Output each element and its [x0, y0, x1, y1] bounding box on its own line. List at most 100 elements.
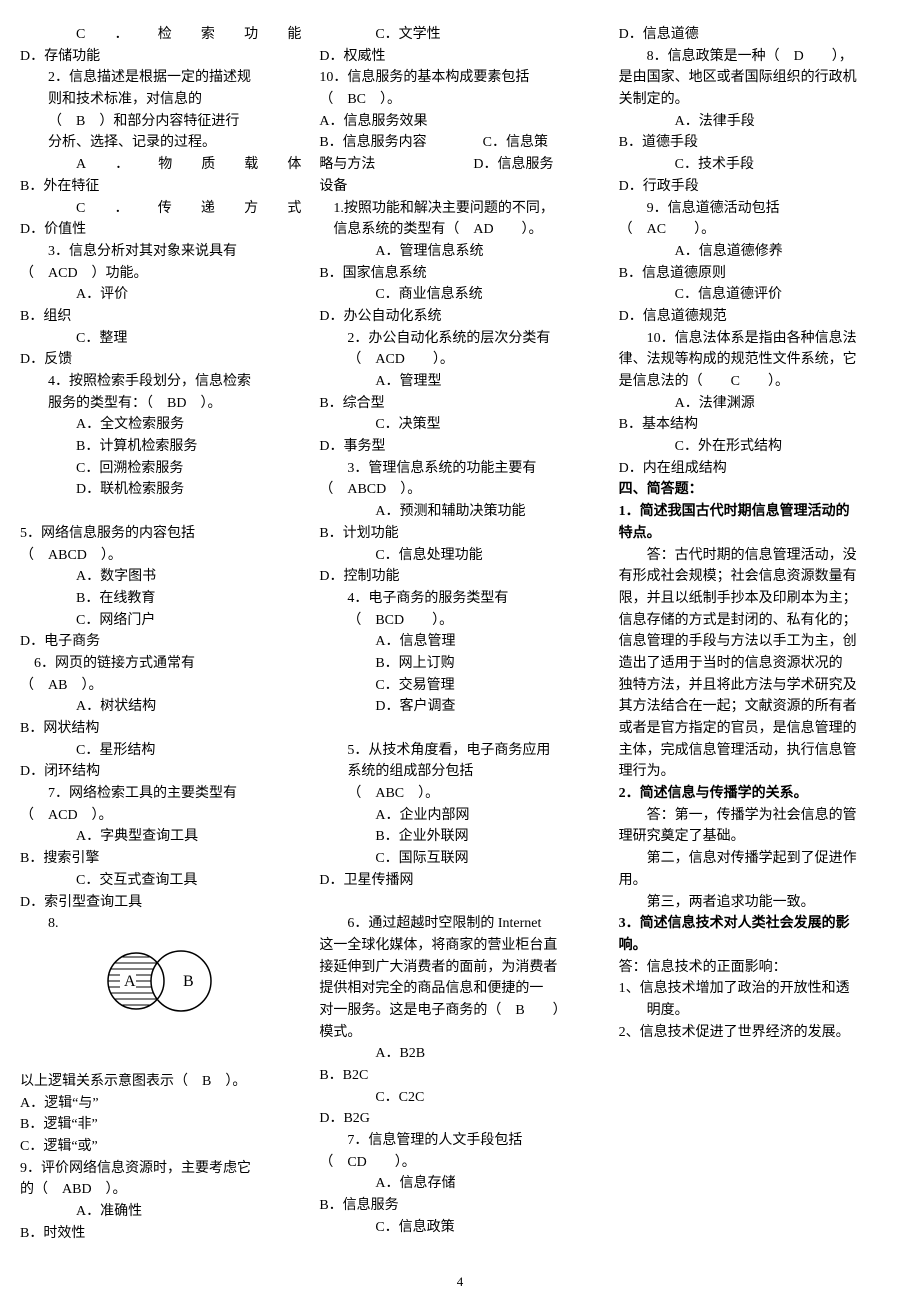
text-line: 这一全球化媒体，将商家的营业柜台直	[319, 935, 600, 957]
text-line: D．内在组成结构	[619, 458, 900, 480]
text-line: D．办公自动化系统	[319, 306, 600, 328]
text-line: C．检索功能	[20, 24, 301, 46]
text-line: A．信息服务效果	[319, 111, 600, 133]
text-line: 以上逻辑关系示意图表示（ B ）。	[20, 1071, 301, 1093]
text-line: 1．简述我国古代时期信息管理活动的	[619, 501, 900, 523]
text-line: 略与方法 D．信息服务	[319, 154, 600, 176]
text-line: D．权威性	[319, 46, 600, 68]
text-line: A．信息道德修养	[619, 241, 900, 263]
text-line: A．逻辑“与”	[20, 1093, 301, 1115]
text-line: 主体，完成信息管理活动，执行信息管	[619, 740, 900, 762]
text-line: 是信息法的（ C ）。	[619, 371, 900, 393]
text-line: 2、信息技术促进了世界经济的发展。	[619, 1022, 900, 1044]
text-line: B．搜索引擎	[20, 848, 301, 870]
text-line: 5．网络信息服务的内容包括	[20, 523, 301, 545]
text-line: （ ABC ）。	[319, 783, 600, 805]
text-line: B．道德手段	[619, 132, 900, 154]
text-line: 其方法结合在一起；文献资源的所有者	[619, 696, 900, 718]
text-line: （ B ）和部分内容特征进行	[20, 111, 301, 133]
text-line: 6．通过超越时空限制的 Internet	[319, 913, 600, 935]
text-line: C．技术手段	[619, 154, 900, 176]
text-line: 3．管理信息系统的功能主要有	[319, 458, 600, 480]
text-line: 的（ ABD ）。	[20, 1179, 301, 1201]
text-line: C．决策型	[319, 414, 600, 436]
text-line: 分析、选择、记录的过程。	[20, 132, 301, 154]
text-line: B．B2C	[319, 1065, 600, 1087]
svg-text:A: A	[124, 973, 136, 990]
text-line: D．客户调查	[319, 696, 600, 718]
text-line: A．树状结构	[20, 696, 301, 718]
text-line: C．回溯检索服务	[20, 458, 301, 480]
text-line: C．C2C	[319, 1087, 600, 1109]
text-line: 接延伸到广大消费者的面前，为消费者	[319, 957, 600, 979]
text-line: D．卫星传播网	[319, 870, 600, 892]
text-line: 提供相对完全的商品信息和便捷的一	[319, 978, 600, 1000]
text-line: A．预测和辅助决策功能	[319, 501, 600, 523]
text-line: C．星形结构	[20, 740, 301, 762]
text-line: A．准确性	[20, 1201, 301, 1223]
text-line: B．基本结构	[619, 414, 900, 436]
text-line: C．国际互联网	[319, 848, 600, 870]
text-line: B．网状结构	[20, 718, 301, 740]
text-line: D．电子商务	[20, 631, 301, 653]
text-line: A．管理信息系统	[319, 241, 600, 263]
text-line: C．逻辑“或”	[20, 1136, 301, 1158]
text-line: 则和技术标准，对信息的	[20, 89, 301, 111]
text-line: （ ACD ）。	[20, 805, 301, 827]
text-line: D．信息道德	[619, 24, 900, 46]
text-line: B．逻辑“非”	[20, 1114, 301, 1136]
text-line: 模式。	[319, 1022, 600, 1044]
text-line: 服务的类型有：（ BD ）。	[20, 393, 301, 415]
text-line: 信息管理的手段与方法以手工为主，创	[619, 631, 900, 653]
text-line: 1.按照功能和解决主要问题的不同，	[319, 198, 600, 220]
text-line: C．信息处理功能	[319, 545, 600, 567]
text-line: A．法律手段	[619, 111, 900, 133]
text-line: （ ACD ）。	[319, 349, 600, 371]
text-line: A．B2B	[319, 1043, 600, 1065]
text-line: C．传递方式	[20, 198, 301, 220]
text-line: 第三，两者追求功能一致。	[619, 892, 900, 914]
text-line: C．文学性	[319, 24, 600, 46]
text-line: D．联机检索服务	[20, 479, 301, 501]
text-line: 2．简述信息与传播学的关系。	[619, 783, 900, 805]
text-line: （ AB ）。	[20, 675, 301, 697]
text-line: 10．信息法体系是指由各种信息法	[619, 328, 900, 350]
text-line: 理行为。	[619, 761, 900, 783]
text-line: C．信息政策	[319, 1217, 600, 1239]
text-line: C．网络门户	[20, 610, 301, 632]
text-line: 9．信息道德活动包括	[619, 198, 900, 220]
text-line: B．外在特征	[20, 176, 301, 198]
text-line	[20, 501, 301, 523]
text-line: 3．简述信息技术对人类社会发展的影	[619, 913, 900, 935]
text-line: （ CD ）。	[319, 1152, 600, 1174]
text-line	[319, 718, 600, 740]
text-line: （ BC ）。	[319, 89, 600, 111]
text-line: D．闭环结构	[20, 761, 301, 783]
text-line: D．行政手段	[619, 176, 900, 198]
text-line: B．计划功能	[319, 523, 600, 545]
text-line: C．商业信息系统	[319, 284, 600, 306]
text-line: 理研究奠定了基础。	[619, 826, 900, 848]
text-line: B．信息服务内容 C．信息策	[319, 132, 600, 154]
text-line: 用。	[619, 870, 900, 892]
text-line: 8.	[20, 913, 301, 935]
text-line: 4．按照检索手段划分，信息检索	[20, 371, 301, 393]
text-line: B．信息服务	[319, 1195, 600, 1217]
text-line: A．数字图书	[20, 566, 301, 588]
text-line	[319, 892, 600, 914]
text-line: C．整理	[20, 328, 301, 350]
text-line: 答：第一，传播学为社会信息的管	[619, 805, 900, 827]
svg-text:B: B	[183, 973, 194, 990]
text-line: 第二，信息对传播学起到了促进作	[619, 848, 900, 870]
text-line: D．存储功能	[20, 46, 301, 68]
text-line: D．索引型查询工具	[20, 892, 301, 914]
page-columns: C．检索功能D．存储功能2．信息描述是根据一定的描述规则和技术标准，对信息的（ …	[20, 24, 900, 1254]
text-line: 关制定的。	[619, 89, 900, 111]
venn-diagram: AB	[20, 935, 301, 1071]
text-line: （ ABCD ）。	[20, 545, 301, 567]
text-line: A．字典型查询工具	[20, 826, 301, 848]
text-line: A．管理型	[319, 371, 600, 393]
text-line: B．时效性	[20, 1223, 301, 1245]
text-line: B．组织	[20, 306, 301, 328]
text-line: 8．信息政策是一种（ D ），	[619, 46, 900, 68]
